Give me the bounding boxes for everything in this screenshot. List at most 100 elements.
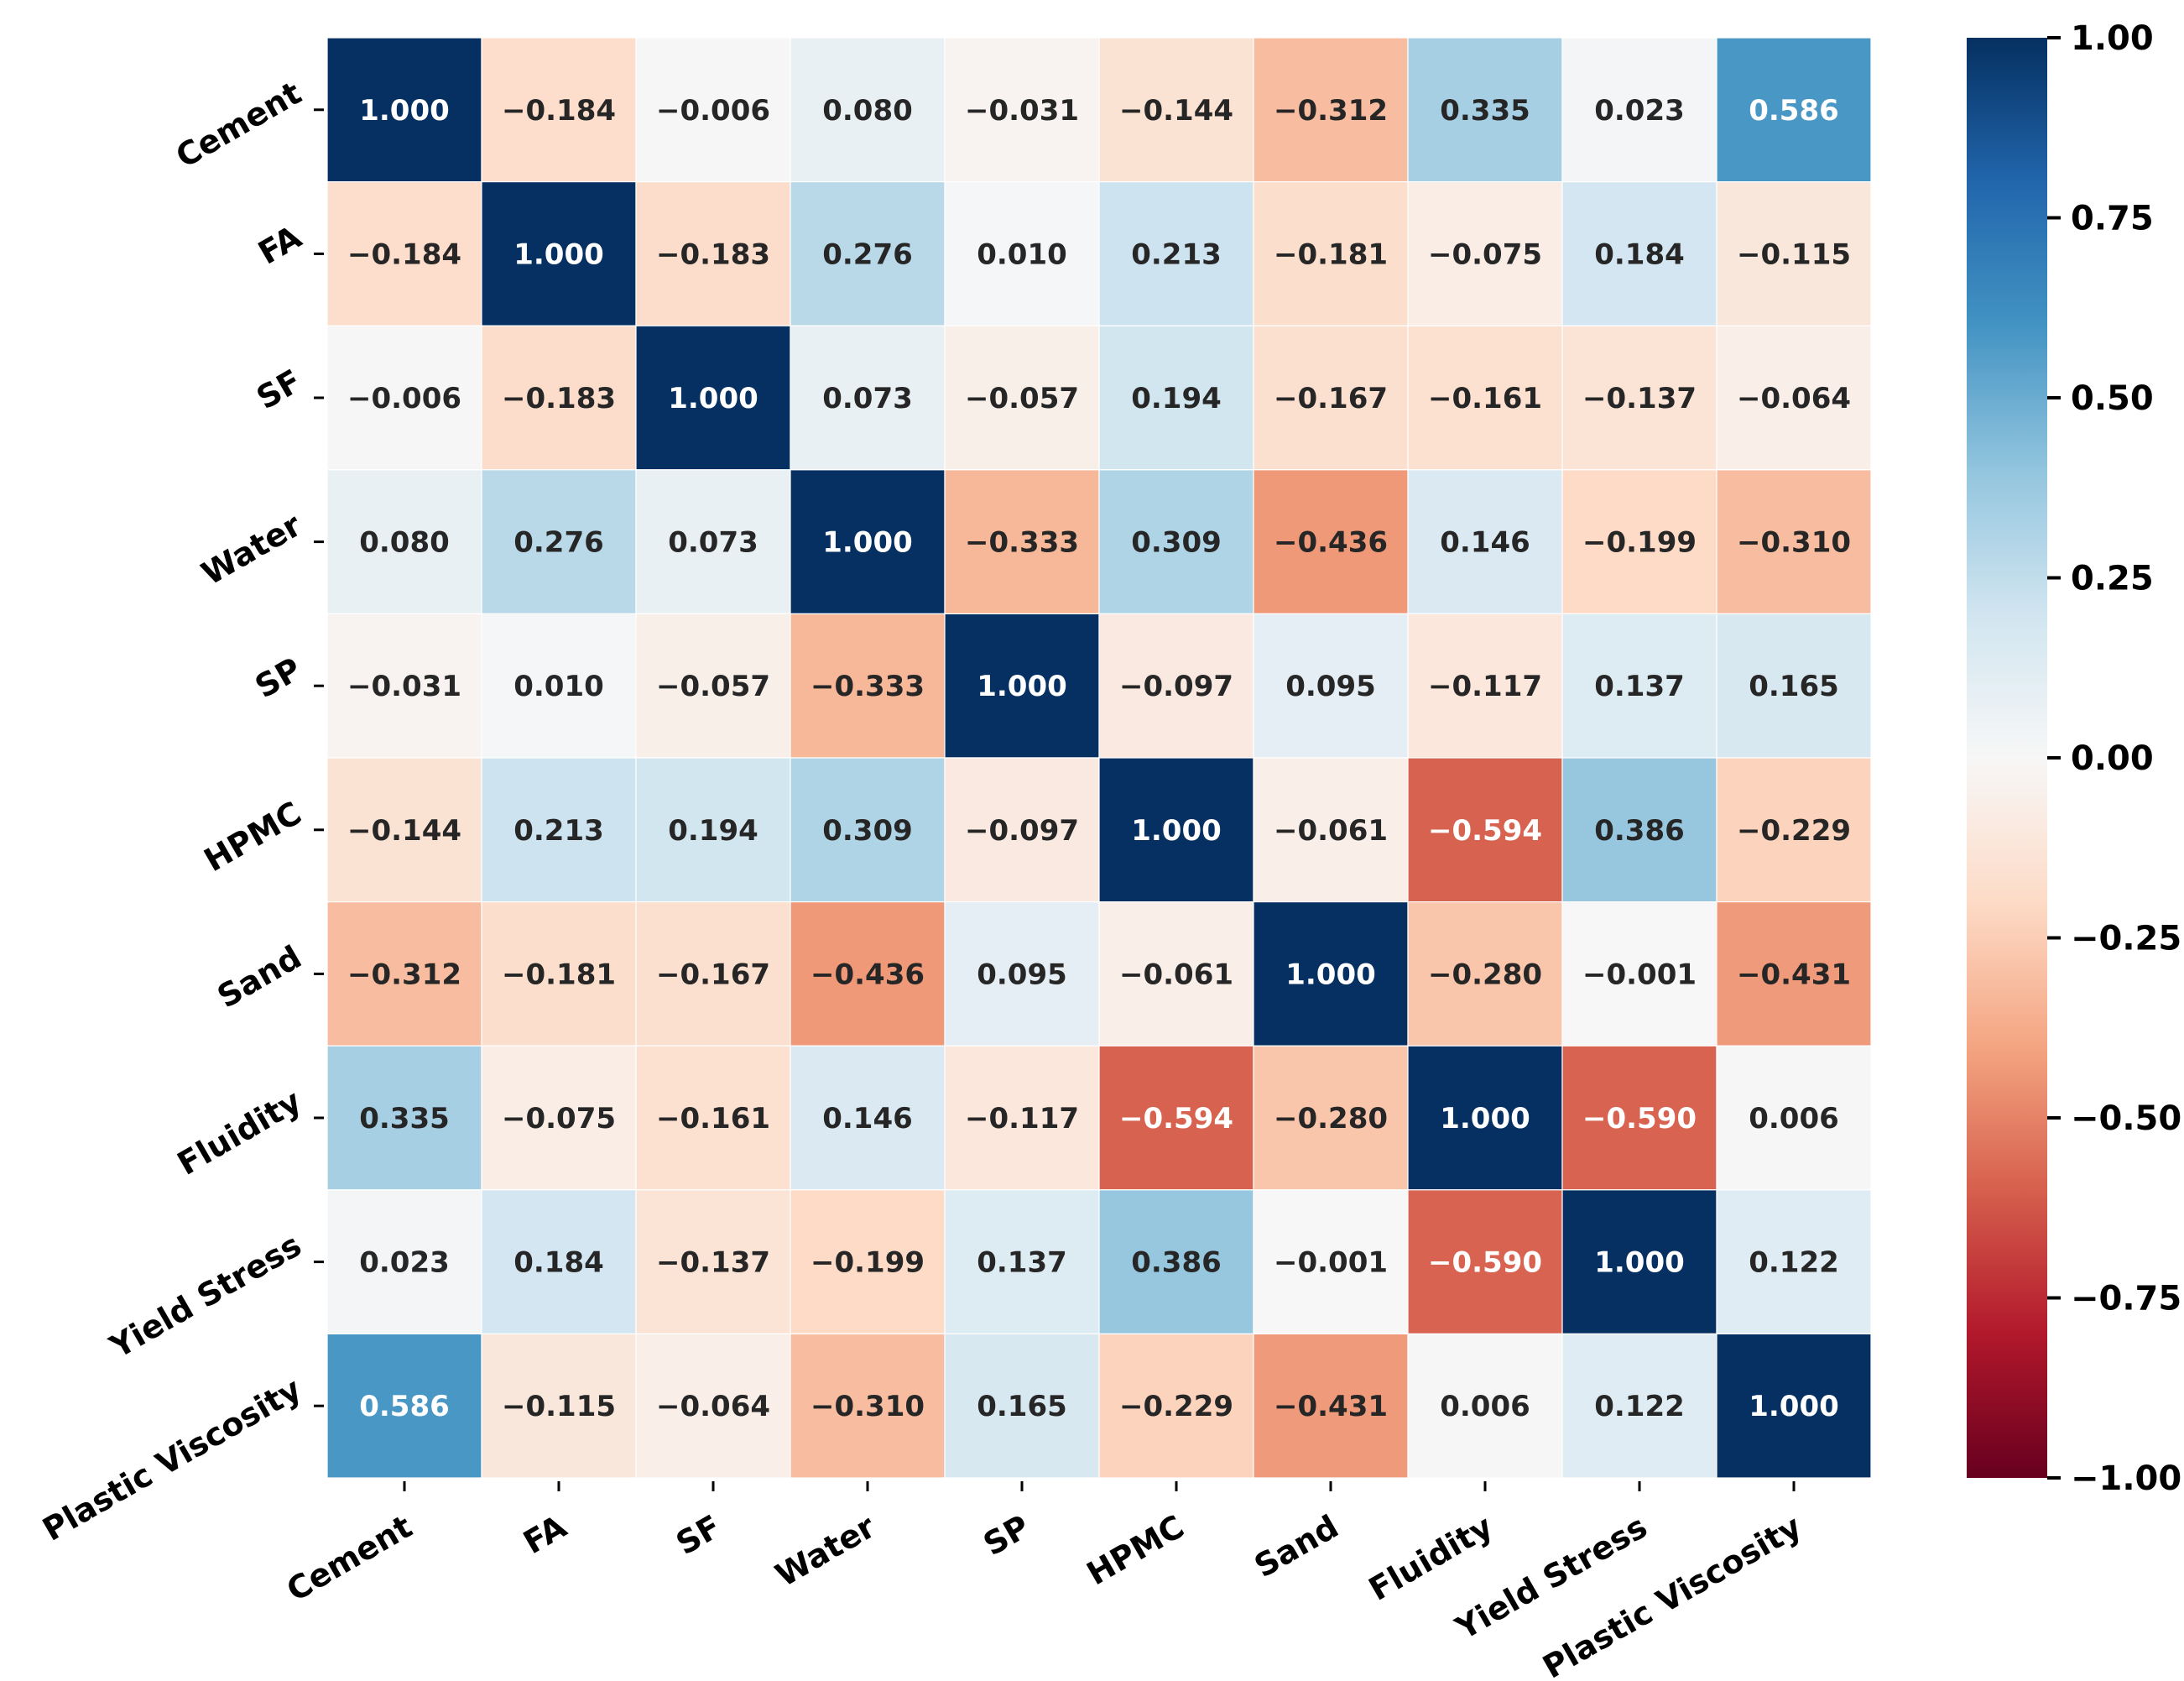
colorbar-tick-label: 0.00 (2071, 739, 2154, 778)
heatmap-cell-cement-cement (326, 37, 482, 183)
heatmap-cell-sand-fluidity (1407, 901, 1563, 1047)
cell-value-label: 0.023 (359, 1246, 450, 1280)
cell-value-label: 0.194 (668, 814, 758, 848)
heatmap-cell-water-hpmc (1098, 469, 1254, 614)
cell-value-label: −0.167 (656, 958, 770, 991)
heatmap-cell-fluidity-yield-stress (1561, 1045, 1717, 1191)
heatmap-cell-cement-water (790, 37, 946, 183)
heatmap-cell-sf-plastic-viscosity (1716, 325, 1872, 471)
cell-value-label: 1.000 (1594, 1246, 1685, 1280)
cell-value-label: 0.137 (977, 1246, 1067, 1280)
heatmap-cell-plastic-viscosity-cement (326, 1333, 482, 1479)
x-tick-label-water: Water (769, 1508, 882, 1595)
cell-value-label: 0.276 (513, 526, 604, 560)
cell-value-label: −0.310 (811, 1390, 925, 1423)
cell-value-label: 1.000 (822, 526, 913, 560)
heatmap-cell-plastic-viscosity-sp (944, 1333, 1100, 1479)
heatmap-cell-yield-stress-sand (1253, 1189, 1409, 1335)
heatmap-cell-yield-stress-plastic-viscosity (1716, 1189, 1872, 1335)
heatmap-cell-fluidity-plastic-viscosity (1716, 1045, 1872, 1191)
y-tick-label-cement: Cement (169, 74, 307, 175)
cell-value-label: 0.006 (1440, 1390, 1530, 1423)
cell-value-label: −0.333 (965, 526, 1079, 560)
cell-value-label: 0.010 (513, 670, 604, 703)
heatmap-cell-water-sp (944, 469, 1100, 614)
y-tick-label-sand: Sand (211, 938, 308, 1015)
cell-value-label: −0.031 (347, 670, 461, 703)
heatmap-cell-sp-hpmc (1098, 613, 1254, 759)
heatmap-cell-yield-stress-sp (944, 1189, 1100, 1335)
cell-value-label: −0.590 (1428, 1246, 1542, 1280)
heatmap-cell-fluidity-sp (944, 1045, 1100, 1191)
cell-value-label: −0.590 (1582, 1102, 1697, 1135)
heatmap-cell-hpmc-yield-stress (1561, 757, 1717, 903)
cell-value-label: −0.057 (656, 670, 770, 703)
colorbar-tick-label: 1.00 (2071, 19, 2154, 58)
heatmap-cell-water-fluidity (1407, 469, 1563, 614)
cell-value-label: −0.064 (656, 1390, 770, 1423)
colorbar: 1.00 0.75 0.50 0.25 0.00 −0.25 −0.50 −0.75 −1.00 (1967, 19, 2181, 1498)
cell-value-label: 0.122 (1749, 1246, 1839, 1280)
heatmap-cell-fa-plastic-viscosity (1716, 181, 1872, 326)
heatmap-cell-cement-sf (635, 37, 791, 183)
heatmap-cell-hpmc-sand (1253, 757, 1409, 903)
heatmap-cell-plastic-viscosity-yield-stress (1561, 1333, 1717, 1479)
heatmap-cell-sand-yield-stress (1561, 901, 1717, 1047)
x-tick-label-hpmc: HPMC (1081, 1508, 1191, 1593)
heatmap-cell-sf-fa (481, 325, 637, 471)
y-tick-label-sp: SP (249, 650, 308, 706)
cell-value-label: −0.061 (1119, 958, 1233, 991)
heatmap-cell-sp-fluidity (1407, 613, 1563, 759)
heatmap-cell-yield-stress-hpmc (1098, 1189, 1254, 1335)
colorbar-gradient (1967, 38, 2047, 1478)
heatmap-cell-fa-sf (635, 181, 791, 326)
heatmap-cell-fluidity-water (790, 1045, 946, 1191)
heatmap-cell-sand-sand (1253, 901, 1409, 1047)
heatmap-cell-fa-fa (481, 181, 637, 326)
cell-value-label: −0.594 (1119, 1102, 1233, 1135)
heatmap-cell-fa-sp (944, 181, 1100, 326)
colorbar-tick-label: −0.75 (2071, 1280, 2181, 1318)
cell-value-label: −0.075 (1428, 238, 1542, 271)
heatmap-cell-sf-fluidity (1407, 325, 1563, 471)
heatmap-cell-cement-hpmc (1098, 37, 1254, 183)
heatmap-cell-water-plastic-viscosity (1716, 469, 1872, 614)
cell-value-label: −0.137 (656, 1246, 770, 1280)
heatmap-cell-sp-sf (635, 613, 791, 759)
x-tick-label-sp: SP (977, 1508, 1036, 1564)
heatmap-cell-water-yield-stress (1561, 469, 1717, 614)
heatmap-cell-cement-sp (944, 37, 1100, 183)
heatmap-cell-hpmc-sf (635, 757, 791, 903)
x-tick-label-fa: FA (517, 1507, 573, 1561)
cell-value-label: −0.097 (1119, 670, 1233, 703)
heatmap-cell-fluidity-cement (326, 1045, 482, 1191)
heatmap-cell-fluidity-sf (635, 1045, 791, 1191)
cell-value-label: −0.001 (1582, 958, 1697, 991)
heatmap-cell-fluidity-fluidity (1407, 1045, 1563, 1191)
cell-value-label: 0.073 (668, 526, 758, 560)
heatmap-cell-cement-fa (481, 37, 637, 183)
heatmap-cell-water-cement (326, 469, 482, 614)
heatmap-cell-sand-cement (326, 901, 482, 1047)
cell-value-label: −0.310 (1737, 526, 1851, 560)
cell-value-label: −0.199 (1582, 526, 1697, 560)
colorbar-tick-label: −0.25 (2071, 920, 2181, 958)
cell-value-label: −0.117 (965, 1102, 1079, 1135)
cell-value-label: −0.436 (1274, 526, 1388, 560)
cell-value-label: 0.386 (1131, 1246, 1222, 1280)
cell-value-label: 0.586 (359, 1390, 450, 1423)
cell-value-label: −0.144 (347, 814, 461, 848)
colorbar-tick-label: 0.25 (2071, 560, 2154, 598)
heatmap-cell-plastic-viscosity-sand (1253, 1333, 1409, 1479)
heatmap-cells: 1.000 −0.184 −0.006 0.080 −0.031 −0.144 −0.312… (326, 37, 1872, 1479)
heatmap-cell-sand-hpmc (1098, 901, 1254, 1047)
heatmap-cell-cement-plastic-viscosity (1716, 37, 1872, 183)
cell-value-label: 0.309 (1131, 526, 1222, 560)
cell-value-label: −0.436 (811, 958, 925, 991)
cell-value-label: −0.115 (502, 1390, 616, 1423)
colorbar-tick-label: 0.50 (2071, 379, 2154, 418)
heatmap-cell-yield-stress-yield-stress (1561, 1189, 1717, 1335)
heatmap-cell-sp-plastic-viscosity (1716, 613, 1872, 759)
heatmap-cell-sp-sand (1253, 613, 1409, 759)
cell-value-label: 0.309 (822, 814, 913, 848)
